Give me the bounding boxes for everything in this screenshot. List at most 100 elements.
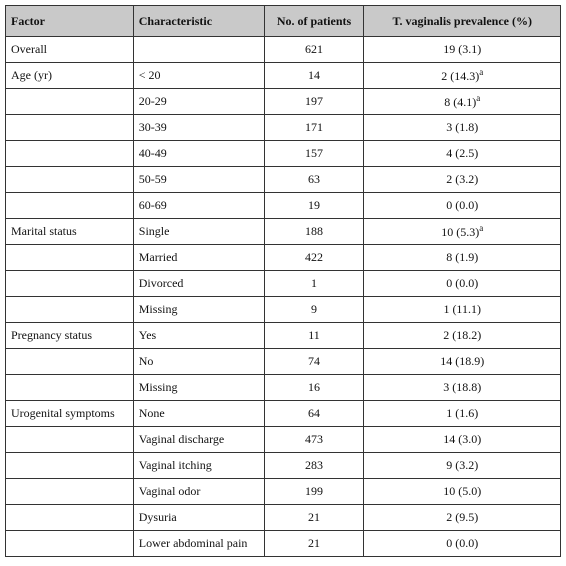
factor-cell	[5, 478, 134, 505]
data-table: Factor Characteristic No. of patients T.…	[5, 5, 561, 557]
footnote-marker: a	[479, 67, 484, 77]
patients-cell: 188	[263, 218, 365, 245]
table-row: 20-29 197 8 (4.1)a	[5, 88, 561, 115]
characteristic-cell: 30-39	[132, 114, 265, 141]
prevalence-cell: 9 (3.2)	[363, 452, 561, 479]
prevalence-cell: 19 (3.1)	[363, 36, 561, 63]
patients-cell: 283	[263, 452, 365, 479]
patients-cell: 199	[263, 478, 365, 505]
header-row: Factor Characteristic No. of patients T.…	[5, 5, 561, 37]
patients-cell: 74	[263, 348, 365, 375]
characteristic-cell: 20-29	[132, 88, 265, 115]
header-cell: No. of patients	[263, 5, 365, 37]
table-row: Marital status Single 188 10 (5.3)a	[5, 218, 561, 245]
prevalence-cell: 2 (9.5)	[363, 504, 561, 531]
characteristic-cell	[132, 36, 265, 63]
characteristic-cell: No	[132, 348, 265, 375]
patients-cell: 621	[263, 36, 365, 63]
characteristic-cell: Yes	[132, 322, 265, 349]
factor-cell: Pregnancy status	[5, 322, 134, 349]
prevalence-cell: 4 (2.5)	[363, 140, 561, 167]
factor-cell	[5, 270, 134, 297]
prevalence-cell: 3 (18.8)	[363, 374, 561, 401]
table-row: Missing 16 3 (18.8)	[5, 374, 561, 401]
table-row: 60-69 19 0 (0.0)	[5, 192, 561, 219]
factor-cell	[5, 452, 134, 479]
characteristic-cell: 60-69	[132, 192, 265, 219]
table-row: Lower abdominal pain 21 0 (0.0)	[5, 530, 561, 557]
prevalence-cell: 14 (3.0)	[363, 426, 561, 453]
patients-cell: 16	[263, 374, 365, 401]
characteristic-cell: 50-59	[132, 166, 265, 193]
factor-cell	[5, 504, 134, 531]
factor-cell	[5, 88, 134, 115]
characteristic-cell: Vaginal odor	[132, 478, 265, 505]
patients-cell: 21	[263, 530, 365, 557]
factor-cell	[5, 348, 134, 375]
prevalence-cell: 0 (0.0)	[363, 192, 561, 219]
factor-cell	[5, 296, 134, 323]
prevalence-value: 14 (18.9)	[440, 354, 485, 368]
characteristic-cell: Lower abdominal pain	[132, 530, 265, 557]
prevalence-value: 0 (0.0)	[446, 536, 479, 550]
table-row: Vaginal discharge 473 14 (3.0)	[5, 426, 561, 453]
prevalence-cell: 2 (18.2)	[363, 322, 561, 349]
prevalence-value: 1 (11.1)	[443, 302, 481, 316]
factor-cell	[5, 530, 134, 557]
table-row: Divorced 1 0 (0.0)	[5, 270, 561, 297]
prevalence-value: 2 (18.2)	[443, 328, 482, 342]
factor-cell	[5, 192, 134, 219]
table-row: 30-39 171 3 (1.8)	[5, 114, 561, 141]
table-header: Factor Characteristic No. of patients T.…	[5, 5, 561, 37]
prevalence-value: 19 (3.1)	[443, 42, 482, 56]
prevalence-cell: 10 (5.0)	[363, 478, 561, 505]
patients-cell: 157	[263, 140, 365, 167]
patients-cell: 64	[263, 400, 365, 427]
characteristic-cell: Vaginal itching	[132, 452, 265, 479]
table-row: Vaginal odor 199 10 (5.0)	[5, 478, 561, 505]
factor-cell: Age (yr)	[5, 62, 134, 89]
footnote-marker: a	[479, 223, 484, 233]
patients-cell: 19	[263, 192, 365, 219]
characteristic-cell: Single	[132, 218, 265, 245]
prevalence-value: 0 (0.0)	[446, 276, 479, 290]
prevalence-value: 3 (1.8)	[446, 120, 479, 134]
prevalence-value: 8 (1.9)	[446, 250, 479, 264]
factor-cell	[5, 426, 134, 453]
factor-cell	[5, 374, 134, 401]
factor-cell	[5, 140, 134, 167]
table-row: Pregnancy status Yes 11 2 (18.2)	[5, 322, 561, 349]
prevalence-cell: 0 (0.0)	[363, 530, 561, 557]
patients-cell: 197	[263, 88, 365, 115]
prevalence-value: 14 (3.0)	[443, 432, 482, 446]
prevalence-value: 8 (4.1)	[444, 95, 477, 109]
characteristic-cell: Vaginal discharge	[132, 426, 265, 453]
factor-cell: Overall	[5, 36, 134, 63]
characteristic-cell: Divorced	[132, 270, 265, 297]
patients-cell: 21	[263, 504, 365, 531]
characteristic-cell: None	[132, 400, 265, 427]
characteristic-cell: < 20	[132, 62, 265, 89]
prevalence-value: 2 (3.2)	[446, 172, 479, 186]
prevalence-cell: 10 (5.3)a	[363, 218, 561, 245]
prevalence-value: 9 (3.2)	[446, 458, 479, 472]
table-row: Missing 9 1 (11.1)	[5, 296, 561, 323]
characteristic-cell: Married	[132, 244, 265, 271]
factor-cell: Marital status	[5, 218, 134, 245]
prevalence-value: 4 (2.5)	[446, 146, 479, 160]
footnote-marker: a	[476, 93, 481, 103]
patients-cell: 171	[263, 114, 365, 141]
characteristic-cell: Missing	[132, 296, 265, 323]
prevalence-cell: 3 (1.8)	[363, 114, 561, 141]
prevalence-value: 2 (14.3)	[441, 69, 480, 83]
patients-cell: 11	[263, 322, 365, 349]
prevalence-cell: 8 (4.1)a	[363, 88, 561, 115]
table-row: Overall 621 19 (3.1)	[5, 36, 561, 63]
header-cell: Factor	[5, 5, 134, 37]
prevalence-cell: 14 (18.9)	[363, 348, 561, 375]
prevalence-value: 10 (5.0)	[443, 484, 482, 498]
table-row: 40-49 157 4 (2.5)	[5, 140, 561, 167]
factor-cell: Urogenital symptoms	[5, 400, 134, 427]
prevalence-value: 3 (18.8)	[443, 380, 482, 394]
header-cell: T. vaginalis prevalence (%)	[363, 5, 561, 37]
